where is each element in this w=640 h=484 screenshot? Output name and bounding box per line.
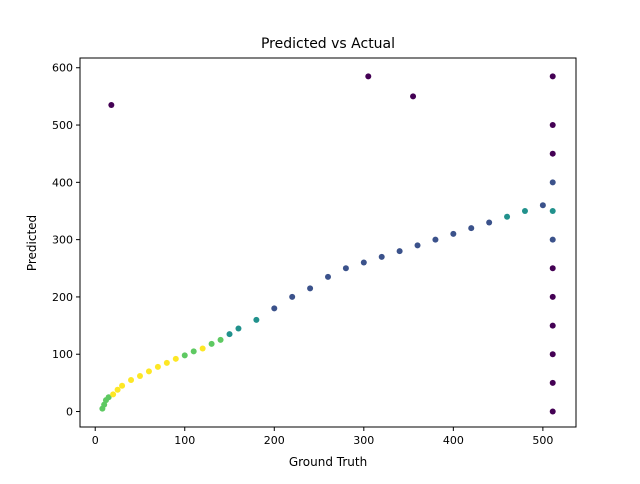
data-point: [253, 316, 260, 323]
points-layer: [99, 73, 556, 415]
data-point: [342, 265, 349, 272]
chart-title: Predicted vs Actual: [261, 36, 395, 52]
x-tick-label: 400: [443, 434, 464, 447]
data-point: [549, 351, 556, 358]
data-point: [549, 150, 556, 157]
y-tick-label: 0: [66, 406, 73, 419]
data-point: [378, 253, 385, 260]
data-point: [325, 273, 331, 280]
data-point: [549, 179, 556, 186]
x-tick-label: 200: [264, 434, 285, 447]
data-point: [172, 355, 179, 362]
data-point: [432, 236, 439, 243]
data-point: [468, 225, 475, 232]
y-tick-label: 600: [52, 62, 73, 75]
data-point: [190, 348, 197, 355]
x-tick-label: 500: [532, 434, 553, 447]
data-point: [450, 230, 457, 237]
y-tick-label: 100: [52, 348, 73, 361]
data-point: [145, 368, 152, 375]
data-point: [396, 248, 403, 255]
data-point: [226, 331, 233, 338]
data-point: [549, 322, 556, 329]
data-point: [108, 101, 115, 108]
data-point: [521, 207, 528, 214]
y-tick-label: 200: [52, 291, 73, 304]
data-point: [414, 242, 421, 249]
data-point: [549, 122, 556, 129]
data-point: [549, 265, 556, 272]
data-point: [410, 93, 417, 100]
y-axis: 0 100 200 300 400 500 600: [52, 62, 80, 419]
x-tick-label: 300: [353, 434, 374, 447]
data-point: [549, 73, 556, 80]
data-point: [271, 305, 278, 312]
data-point: [235, 325, 242, 332]
y-tick-label: 400: [52, 176, 73, 189]
y-tick-label: 500: [52, 119, 73, 132]
data-point: [181, 352, 188, 359]
data-point: [360, 259, 367, 266]
data-point: [539, 202, 546, 209]
data-point: [217, 336, 224, 343]
data-point: [549, 207, 556, 214]
data-point: [549, 379, 556, 386]
data-point: [136, 373, 143, 380]
y-axis-label: Predicted: [25, 215, 39, 271]
data-point: [365, 73, 372, 80]
data-point: [549, 236, 556, 243]
data-point: [208, 340, 215, 347]
data-point: [114, 386, 121, 393]
data-point: [549, 293, 556, 300]
data-point: [101, 401, 108, 408]
data-point: [486, 219, 493, 226]
x-axis: 0 100 200 300 400 500: [92, 427, 553, 447]
y-tick-label: 300: [52, 234, 73, 247]
data-point: [128, 377, 135, 384]
data-point: [307, 285, 314, 292]
data-point: [549, 408, 556, 415]
data-point: [105, 394, 112, 401]
data-point: [289, 293, 296, 300]
x-tick-label: 0: [92, 434, 99, 447]
data-point: [110, 391, 117, 398]
data-point: [163, 359, 170, 366]
x-tick-label: 100: [174, 434, 195, 447]
data-point: [199, 345, 206, 352]
data-point: [154, 363, 161, 370]
plot-frame: [79, 57, 577, 428]
data-point: [504, 213, 511, 220]
data-point: [119, 382, 126, 389]
x-axis-label: Ground Truth: [289, 455, 367, 469]
